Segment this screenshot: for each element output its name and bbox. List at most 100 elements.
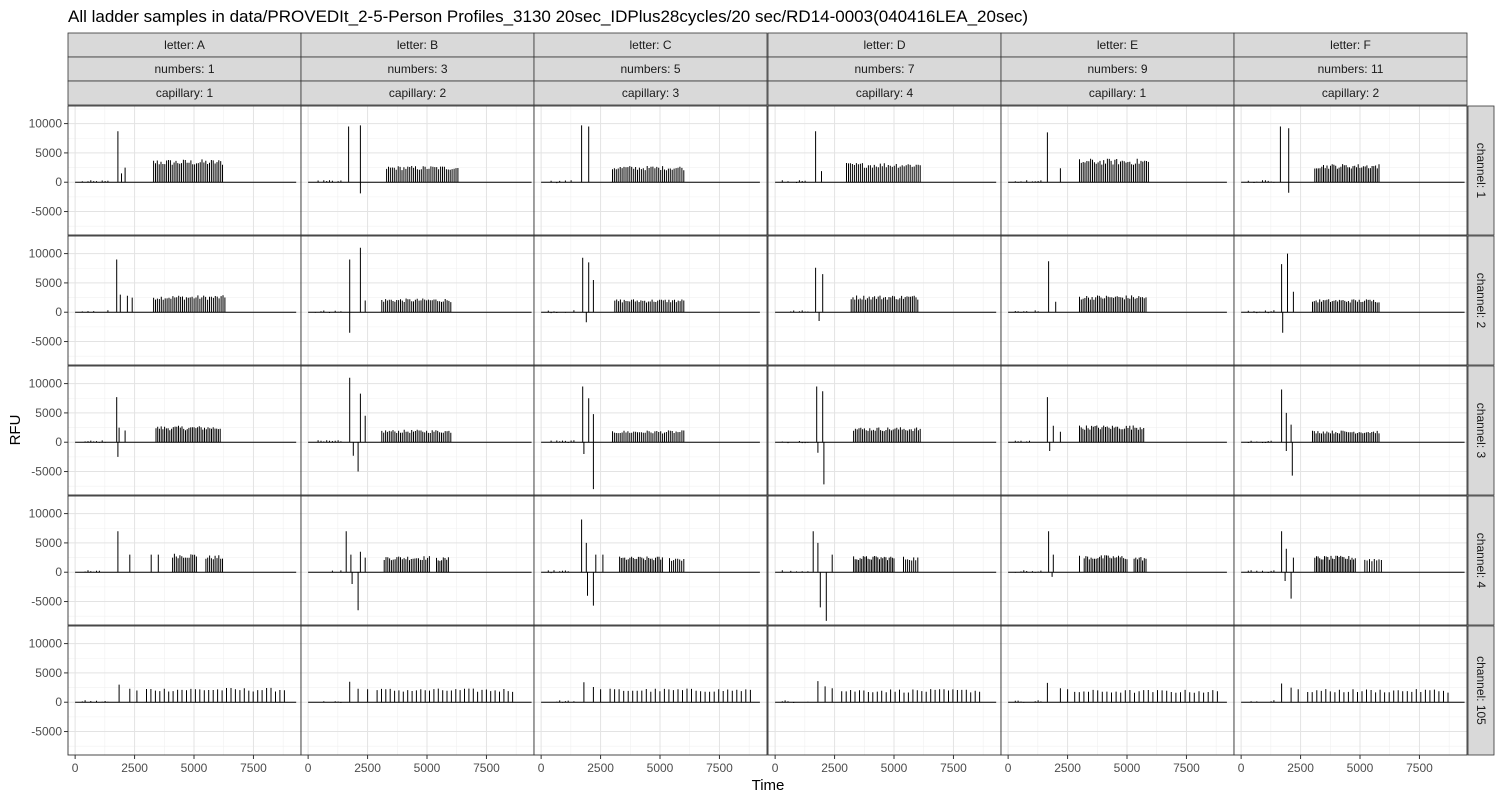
panel <box>767 495 1002 626</box>
facet-strip-capillary-label: capillary: 2 <box>389 86 447 100</box>
x-tick-label: 5000 <box>881 761 908 775</box>
panel <box>300 105 535 236</box>
facet-strip-capillary <box>1233 80 1468 106</box>
panel-border <box>533 625 768 756</box>
panel-background <box>534 366 767 495</box>
panel <box>767 235 1002 366</box>
panel-background <box>1001 496 1234 625</box>
series-trace <box>775 386 997 485</box>
panel-background <box>1234 106 1467 235</box>
facet-strip-numbers <box>67 56 302 82</box>
panel <box>1000 625 1235 756</box>
facet-strip-letter-label: letter: E <box>1097 38 1138 52</box>
panel <box>767 625 1002 756</box>
panel-background <box>301 496 534 625</box>
panel-background <box>1001 626 1234 755</box>
facet-strip-channel-label: channel: 105 <box>1474 656 1488 725</box>
x-tick-label: 7500 <box>940 761 967 775</box>
panel-background <box>68 106 301 235</box>
facet-strip-letter-label: letter: B <box>397 38 438 52</box>
series-trace <box>308 125 532 194</box>
facet-strip-letter-label: letter: F <box>1330 38 1371 52</box>
series-trace <box>308 377 532 472</box>
facet-strip-letter <box>67 32 302 58</box>
facet-strip-channel-label: channel: 3 <box>1474 403 1488 459</box>
panel <box>1000 495 1235 626</box>
y-tick-label: 0 <box>55 435 62 449</box>
x-tick-label: 0 <box>1005 761 1012 775</box>
panel <box>767 105 1002 236</box>
series-trace <box>541 257 760 323</box>
panel-background <box>68 626 301 755</box>
panel <box>67 105 302 236</box>
series-trace <box>1241 126 1465 193</box>
facet-strip-channel <box>1467 235 1495 366</box>
panel <box>300 625 535 756</box>
y-tick-label: 0 <box>55 565 62 579</box>
series-trace <box>1241 253 1465 333</box>
series-trace <box>75 259 297 313</box>
facet-strip-numbers <box>533 56 768 82</box>
series-trace <box>75 397 297 457</box>
panel-border <box>533 495 768 626</box>
panel-background <box>68 366 301 495</box>
y-tick-label: 10000 <box>29 507 63 521</box>
panel-border <box>533 365 768 496</box>
facet-strip-capillary <box>533 80 768 106</box>
series-trace <box>75 531 297 573</box>
panel-border <box>1233 235 1468 366</box>
facet-strip-channel <box>1467 625 1495 756</box>
series-trace <box>308 681 532 703</box>
panel <box>1233 105 1468 236</box>
y-tick-label: 5000 <box>35 146 62 160</box>
panel-border <box>1233 365 1468 496</box>
series-trace <box>1008 682 1227 703</box>
x-tick-label: 2500 <box>587 761 614 775</box>
panel <box>1233 235 1468 366</box>
series-trace <box>775 681 997 703</box>
series-trace <box>541 125 760 184</box>
x-axis-label: Time <box>752 777 785 794</box>
panel-border <box>1233 625 1468 756</box>
x-tick-label: 0 <box>772 761 779 775</box>
panel-background <box>301 626 534 755</box>
series-trace <box>1241 531 1465 599</box>
x-tick-label: 0 <box>1238 761 1245 775</box>
series-trace <box>541 519 760 606</box>
panel-background <box>1001 106 1234 235</box>
x-tick-label: 5000 <box>1347 761 1374 775</box>
series-trace <box>308 247 532 333</box>
series-trace <box>308 531 532 611</box>
y-tick-label: -5000 <box>31 595 62 609</box>
panel <box>533 105 768 236</box>
y-tick-label: 0 <box>55 305 62 319</box>
facet-strip-capillary <box>767 80 1002 106</box>
facet-strip-numbers-label: numbers: 7 <box>854 62 914 76</box>
panel-background <box>1234 236 1467 365</box>
panel <box>1233 365 1468 496</box>
y-tick-label: -5000 <box>31 465 62 479</box>
panel <box>533 625 768 756</box>
x-tick-label: 7500 <box>1173 761 1200 775</box>
panel <box>300 365 535 496</box>
series-trace <box>1008 531 1227 577</box>
facet-strip-capillary-label: capillary: 3 <box>622 86 680 100</box>
facet-strip-numbers-label: numbers: 3 <box>387 62 447 76</box>
facet-strip-capillary-label: capillary: 4 <box>856 86 914 100</box>
y-tick-label: -5000 <box>31 725 62 739</box>
panel <box>767 365 1002 496</box>
facet-strip-numbers-label: numbers: 9 <box>1087 62 1147 76</box>
series-trace <box>1241 683 1465 703</box>
series-trace <box>541 682 760 703</box>
series-trace <box>775 531 997 621</box>
panel-background <box>768 366 1001 495</box>
x-tick-label: 0 <box>305 761 312 775</box>
panel <box>1000 235 1235 366</box>
panel <box>1000 365 1235 496</box>
panel-background <box>534 236 767 365</box>
facet-strip-letter-label: letter: C <box>629 38 671 52</box>
series-trace <box>775 267 997 321</box>
y-tick-label: 0 <box>55 695 62 709</box>
x-tick-label: 2500 <box>354 761 381 775</box>
